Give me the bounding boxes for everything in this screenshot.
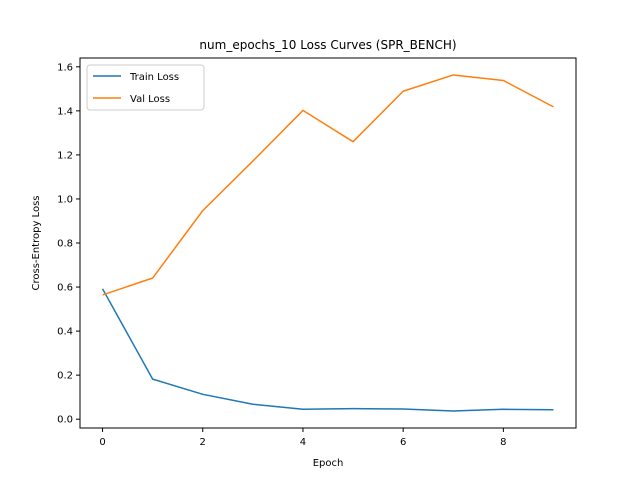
series-line-train-loss	[101, 288, 554, 412]
x-tick-label: 4	[300, 437, 306, 448]
legend-label: Val Loss	[130, 94, 170, 105]
y-axis: 0.0 0.2 0.4 0.6 0.8 1.0 1.2 1.4 1.6	[57, 62, 80, 426]
y-tick-label: 1.2	[57, 150, 73, 161]
chart-title: num_epochs_10 Loss Curves (SPR_BENCH)	[199, 38, 456, 52]
x-tick-label: 2	[200, 437, 206, 448]
plot-area	[79, 57, 577, 429]
y-tick-label: 0.2	[57, 371, 73, 382]
x-tick-label: 6	[400, 437, 406, 448]
y-tick-label: 1.0	[57, 194, 73, 205]
legend-label: Train Loss	[129, 72, 179, 83]
y-tick-label: 0.0	[57, 415, 73, 426]
y-tick-label: 0.4	[57, 327, 73, 338]
series-lines	[101, 74, 554, 412]
y-axis-label: Cross-Entropy Loss	[31, 196, 42, 291]
x-axis-label: Epoch	[313, 458, 344, 469]
y-tick-label: 0.6	[57, 283, 73, 294]
y-tick-label: 0.8	[57, 239, 73, 250]
series-line-val-loss	[102, 74, 554, 296]
y-tick-label: 1.6	[57, 62, 73, 73]
x-tick-label: 0	[99, 437, 105, 448]
x-tick-label: 8	[500, 437, 506, 448]
x-axis: 0 2 4 6 8	[99, 428, 507, 448]
legend: Train Loss Val Loss	[86, 64, 205, 111]
y-tick-label: 1.4	[57, 106, 73, 117]
